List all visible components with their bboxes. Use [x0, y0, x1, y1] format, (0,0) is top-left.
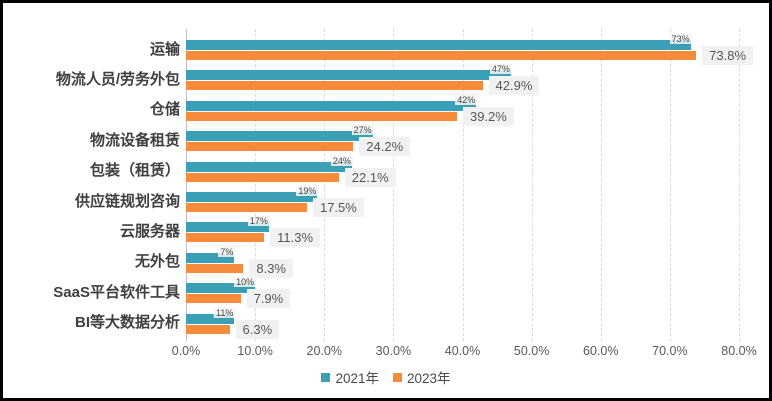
legend-label-2021: 2021年 — [335, 371, 379, 386]
bar-label-2023-0: 73.8% — [702, 46, 754, 65]
bar-label-2021-2: 42% — [455, 94, 478, 105]
bar-label-2023-6: 11.3% — [270, 228, 321, 248]
bar-row-3: 27% 24.2% — [186, 122, 739, 157]
bar-label-2021-5: 19% — [296, 186, 319, 196]
bar-row-0: 73% 73.8% — [186, 31, 754, 65]
gridline-5 — [531, 29, 533, 341]
bar-row-5: 19% 17.5% — [186, 183, 739, 217]
plot-area: 73% 73.8% 47% 42.9% 42% 39.2% 27% 24.2% 24% 22.1%… — [186, 29, 754, 341]
bar-2021-5 — [186, 192, 318, 202]
bar-label-2021-8: 10% — [234, 277, 257, 288]
gridline-8 — [739, 29, 740, 341]
gridline-6 — [600, 29, 602, 341]
category-label-6: 云服务器 — [119, 222, 180, 240]
bar-row-7: 7% 8.3% — [186, 244, 739, 278]
bar-2021-7 — [186, 252, 235, 263]
x-axis-tick-8: 80.0% — [721, 344, 757, 358]
bar-2023-9 — [186, 324, 230, 334]
legend-label-2023: 2023年 — [407, 371, 451, 386]
bar-2023-5 — [186, 203, 307, 212]
bar-row-2: 42% 39.2% — [186, 92, 739, 126]
bar-row-9: 11% 6.3% — [186, 305, 739, 339]
bar-2021-1 — [186, 70, 511, 81]
category-axis: 运输物流人员/劳务外包仓储物流设备租赁 包装（租赁） 供应链规划咨询云服务器无外包 S… — [3, 29, 180, 341]
legend-item-2023: 2023年 — [393, 367, 451, 387]
bar-label-2023-8: 7.9% — [246, 289, 291, 309]
category-label-2: 仓储 — [149, 101, 180, 119]
x-axis-tick-5: 50.0% — [513, 344, 550, 358]
legend-item-2021: 2021年 — [321, 367, 379, 387]
bar-2021-0 — [186, 40, 691, 50]
bar-2021-4 — [186, 161, 352, 172]
bar-2021-6 — [186, 222, 269, 233]
bar-2021-3 — [186, 131, 373, 142]
legend-swatch-2021-icon — [321, 372, 331, 382]
bar-row-6: 17% 11.3% — [186, 213, 739, 248]
bar-label-2023-4: 22.1% — [344, 167, 396, 187]
gridline-1 — [255, 29, 257, 341]
category-label-0: 运输 — [149, 40, 180, 58]
bar-2023-3 — [186, 142, 354, 152]
x-axis-tick-6: 60.0% — [583, 344, 619, 358]
bar-2021-2 — [186, 100, 477, 111]
x-axis-tick-7: 70.0% — [652, 344, 688, 358]
chart-canvas: 73% 73.8% 47% 42.9% 42% 39.2% 27% 24.2% 24% 22.1%… — [3, 3, 769, 398]
category-label-8: SaaS平台软件工具 — [53, 283, 180, 301]
bar-row-4: 24% 22.1% — [186, 153, 739, 187]
bar-label-2021-4: 24% — [330, 155, 353, 166]
bar-2023-4 — [186, 172, 339, 182]
x-axis: 0.0% 10.0% 20.0% 30.0% 40.0% 50.0% 60.0% 70.0% 8… — [3, 344, 769, 360]
bar-label-2021-1: 47% — [489, 64, 512, 75]
category-label-1: 物流人员/劳务外包 — [55, 70, 180, 88]
gridline-4 — [462, 29, 464, 341]
gridline-7 — [669, 29, 671, 341]
gridline-2 — [324, 29, 326, 341]
bar-2023-8 — [186, 294, 241, 304]
bar-label-2021-0: 73% — [669, 34, 692, 44]
bar-2021-9 — [186, 313, 235, 324]
bar-2023-7 — [186, 263, 244, 273]
bar-2023-0 — [186, 51, 697, 60]
legend-swatch-2023-icon — [393, 372, 402, 382]
category-label-3: 物流设备租赁 — [89, 131, 180, 149]
x-axis-tick-1: 10.0% — [237, 344, 273, 358]
x-axis-tick-0: 0.0% — [171, 344, 201, 358]
bar-label-2021-7: 7% — [218, 246, 236, 257]
category-label-4: 包装（租赁） — [89, 162, 180, 180]
x-axis-tick-3: 30.0% — [375, 344, 412, 358]
bar-row-1: 47% 42.9% — [186, 61, 739, 96]
bar-2023-6 — [186, 233, 265, 243]
bar-label-2021-3: 27% — [351, 125, 374, 136]
x-axis-tick-2: 20.0% — [306, 344, 342, 358]
legend: 2021年 2023年 — [3, 367, 769, 387]
bar-row-8: 10% 7.9% — [186, 274, 739, 309]
bar-label-2023-9: 6.3% — [235, 319, 280, 339]
category-label-9: BI等大数据分析 — [74, 314, 180, 332]
bar-2023-2 — [186, 111, 457, 121]
bar-label-2021-6: 17% — [247, 216, 270, 227]
x-axis-tick-4: 40.0% — [444, 344, 481, 358]
category-label-7: 无外包 — [134, 253, 180, 271]
bar-label-2023-5: 17.5% — [312, 198, 364, 217]
bar-label-2023-2: 39.2% — [462, 106, 514, 126]
category-label-5: 供应链规划咨询 — [74, 192, 180, 210]
bar-2021-8 — [186, 283, 256, 294]
bar-2023-1 — [186, 81, 483, 91]
gridline-0 — [186, 29, 187, 341]
bar-label-2023-3: 24.2% — [359, 137, 411, 157]
bar-label-2021-9: 11% — [214, 307, 236, 318]
bar-label-2023-7: 8.3% — [249, 258, 293, 278]
bar-label-2023-1: 42.9% — [488, 76, 540, 96]
